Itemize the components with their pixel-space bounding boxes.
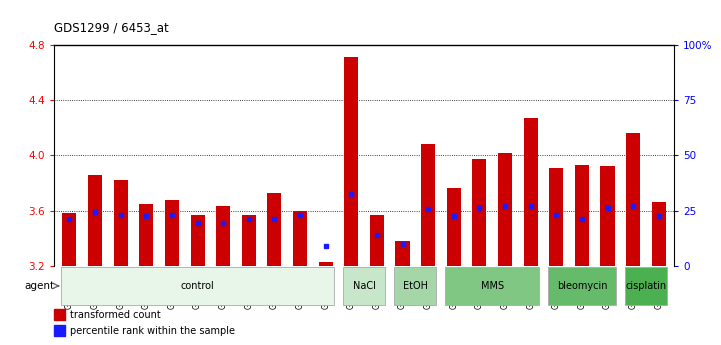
Bar xyxy=(190,215,205,266)
Bar xyxy=(242,215,256,266)
Text: cisplatin: cisplatin xyxy=(625,281,666,291)
Text: bleomycin: bleomycin xyxy=(557,281,607,291)
Text: GDS1299 / 6453_at: GDS1299 / 6453_at xyxy=(54,21,169,34)
Bar xyxy=(139,204,154,266)
Bar xyxy=(421,144,435,266)
Bar xyxy=(54,325,65,336)
Bar xyxy=(88,175,102,266)
Bar xyxy=(319,262,332,266)
Text: control: control xyxy=(181,281,214,291)
Bar xyxy=(370,215,384,266)
Bar xyxy=(267,193,281,266)
Bar xyxy=(472,159,487,266)
Bar xyxy=(293,210,307,266)
Bar xyxy=(523,118,538,266)
FancyBboxPatch shape xyxy=(61,267,334,305)
FancyBboxPatch shape xyxy=(394,267,436,305)
Bar xyxy=(601,166,614,266)
Bar xyxy=(626,133,640,266)
Bar xyxy=(165,199,179,266)
FancyBboxPatch shape xyxy=(343,267,385,305)
Text: NaCl: NaCl xyxy=(353,281,376,291)
Text: MMS: MMS xyxy=(481,281,504,291)
Bar xyxy=(498,152,512,266)
Text: percentile rank within the sample: percentile rank within the sample xyxy=(69,326,234,336)
Bar xyxy=(549,168,563,266)
Bar xyxy=(216,206,230,266)
Bar xyxy=(447,188,461,266)
FancyBboxPatch shape xyxy=(625,267,667,305)
FancyBboxPatch shape xyxy=(446,267,539,305)
Bar xyxy=(63,213,76,266)
Bar xyxy=(114,180,128,266)
Text: agent: agent xyxy=(25,281,55,291)
Bar xyxy=(652,202,665,266)
Bar xyxy=(54,309,65,321)
Text: transformed count: transformed count xyxy=(69,310,160,320)
Bar xyxy=(344,57,358,266)
FancyBboxPatch shape xyxy=(548,267,616,305)
Bar xyxy=(396,241,410,266)
Bar xyxy=(575,165,589,266)
Text: EtOH: EtOH xyxy=(403,281,428,291)
